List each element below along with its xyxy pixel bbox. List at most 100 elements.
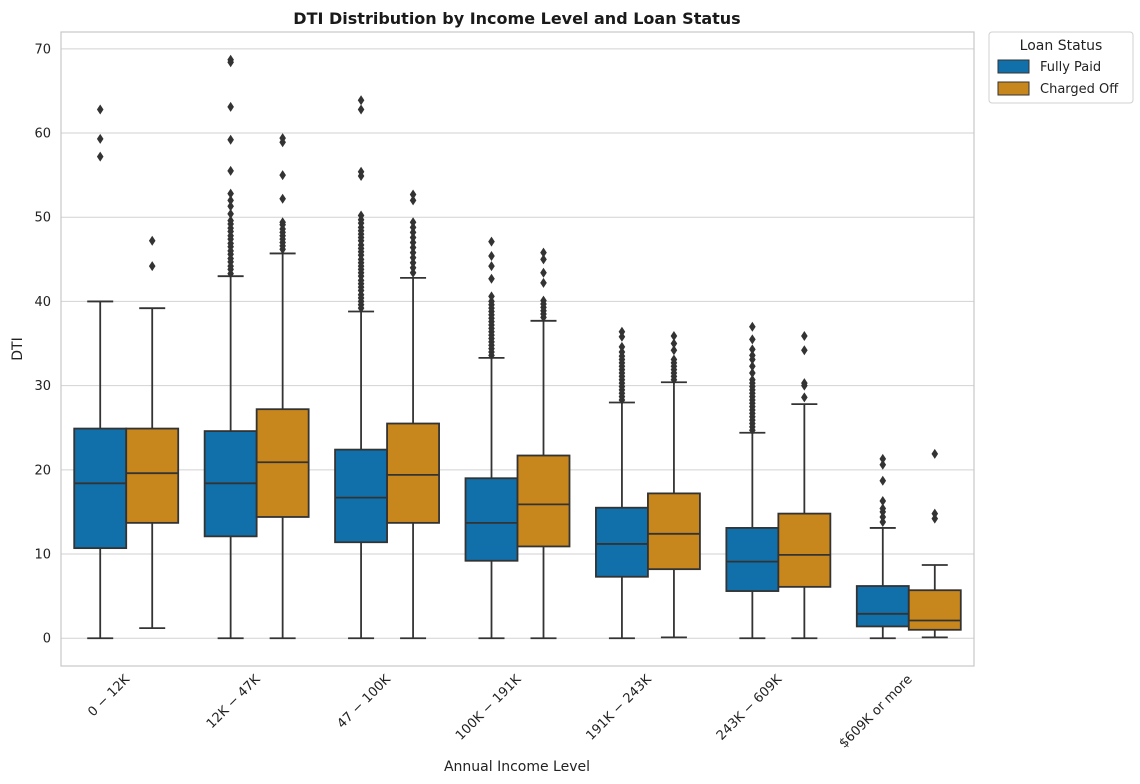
outlier-point <box>540 247 547 258</box>
outlier-point <box>879 459 887 470</box>
box-iqr <box>855 585 910 628</box>
box-iqr <box>464 477 519 562</box>
y-tick-label: 30 <box>34 379 51 394</box>
box-group <box>464 236 519 640</box>
outlier-point <box>357 166 365 177</box>
outlier-point <box>618 331 626 342</box>
box-iqr <box>907 589 962 631</box>
box-iqr <box>386 422 440 524</box>
outlier-point <box>540 254 547 265</box>
outlier-point <box>879 511 887 522</box>
outlier-point <box>931 508 939 519</box>
outlier-point <box>879 453 887 464</box>
x-axis-label: Annual Income Level <box>444 759 590 775</box>
outlier-point <box>670 330 678 341</box>
outlier-point <box>227 134 234 145</box>
box-group <box>855 453 910 640</box>
outlier-point <box>670 345 678 356</box>
outlier-point <box>227 201 234 212</box>
box-group <box>725 321 780 640</box>
box-iqr <box>777 512 832 588</box>
box-group <box>777 330 832 640</box>
outlier-point <box>357 104 365 115</box>
box-group <box>125 235 180 630</box>
outlier-point <box>227 215 234 226</box>
outlier-point <box>409 242 417 253</box>
outlier-point <box>279 170 286 181</box>
outlier-point <box>227 195 234 206</box>
outlier-point <box>357 210 365 221</box>
outlier-point <box>148 235 156 246</box>
outlier-point <box>409 262 417 273</box>
outlier-point <box>279 217 286 228</box>
y-tick-label: 0 <box>43 632 51 647</box>
series-fully-paid <box>73 54 910 640</box>
outlier-point <box>488 296 495 307</box>
outlier-point <box>227 188 234 199</box>
outlier-point <box>670 354 678 365</box>
outlier-point <box>749 344 756 355</box>
outlier-point <box>488 261 495 272</box>
outlier-point <box>409 232 417 243</box>
y-tick-label: 40 <box>34 295 51 310</box>
chart-title: DTI Distribution by Income Level and Loa… <box>293 9 740 28</box>
outlier-point <box>670 338 678 349</box>
legend-label-fully-paid: Fully Paid <box>1040 60 1101 75</box>
y-tick-label: 70 <box>34 42 51 57</box>
box-group <box>647 330 701 639</box>
y-tick-label: 50 <box>34 211 51 226</box>
outlier-point <box>931 448 939 459</box>
outlier-point <box>931 513 939 524</box>
legend-swatch-fully-paid <box>997 59 1030 74</box>
outlier-point <box>409 217 417 228</box>
outlier-point <box>801 345 808 356</box>
outlier-point <box>357 95 365 106</box>
box-group <box>203 54 258 640</box>
outlier-point <box>409 237 417 248</box>
outlier-point <box>801 330 808 341</box>
outlier-point <box>409 222 417 233</box>
y-tick-label: 20 <box>34 463 51 478</box>
outlier-point <box>96 104 104 115</box>
outlier-point <box>879 495 887 506</box>
outlier-point <box>618 326 626 337</box>
box-group <box>386 189 440 640</box>
box-iqr <box>516 454 571 548</box>
box-group <box>334 95 388 640</box>
legend-swatch-charged-off <box>997 81 1030 96</box>
outlier-point <box>409 195 417 206</box>
y-tick-label: 10 <box>34 548 51 563</box>
box-group <box>907 448 962 639</box>
outlier-point <box>540 277 547 288</box>
outlier-point <box>96 151 104 162</box>
series-charged-off <box>125 133 962 640</box>
outlier-point <box>879 517 887 528</box>
outlier-point <box>801 392 808 403</box>
outlier-point <box>749 367 756 378</box>
outlier-point <box>749 361 756 372</box>
outlier-point <box>540 267 547 278</box>
y-axis-label: DTI <box>10 337 26 360</box>
outlier-point <box>749 350 756 361</box>
y-axis-ticks: 0 10 20 30 40 50 60 70 <box>34 42 51 646</box>
box-iqr <box>334 448 388 544</box>
outlier-point <box>279 193 286 204</box>
outlier-point <box>409 247 417 258</box>
box-iqr <box>125 427 180 524</box>
box-iqr <box>73 427 128 550</box>
outlier-point <box>409 227 417 238</box>
outlier-point <box>879 475 887 486</box>
plot-area-frame <box>60 31 975 667</box>
box-plot-series <box>73 54 962 640</box>
outlier-point <box>488 291 495 302</box>
outlier-point <box>227 208 234 219</box>
legend: Loan Status Fully Paid Charged Off <box>988 31 1134 104</box>
box-group <box>73 104 128 640</box>
outlier-point <box>801 378 808 389</box>
outlier-point <box>409 189 417 200</box>
outlier-point <box>749 334 756 345</box>
outlier-point <box>227 54 234 65</box>
outlier-point <box>488 250 495 261</box>
outlier-point <box>227 165 234 176</box>
outlier-point <box>618 341 626 352</box>
